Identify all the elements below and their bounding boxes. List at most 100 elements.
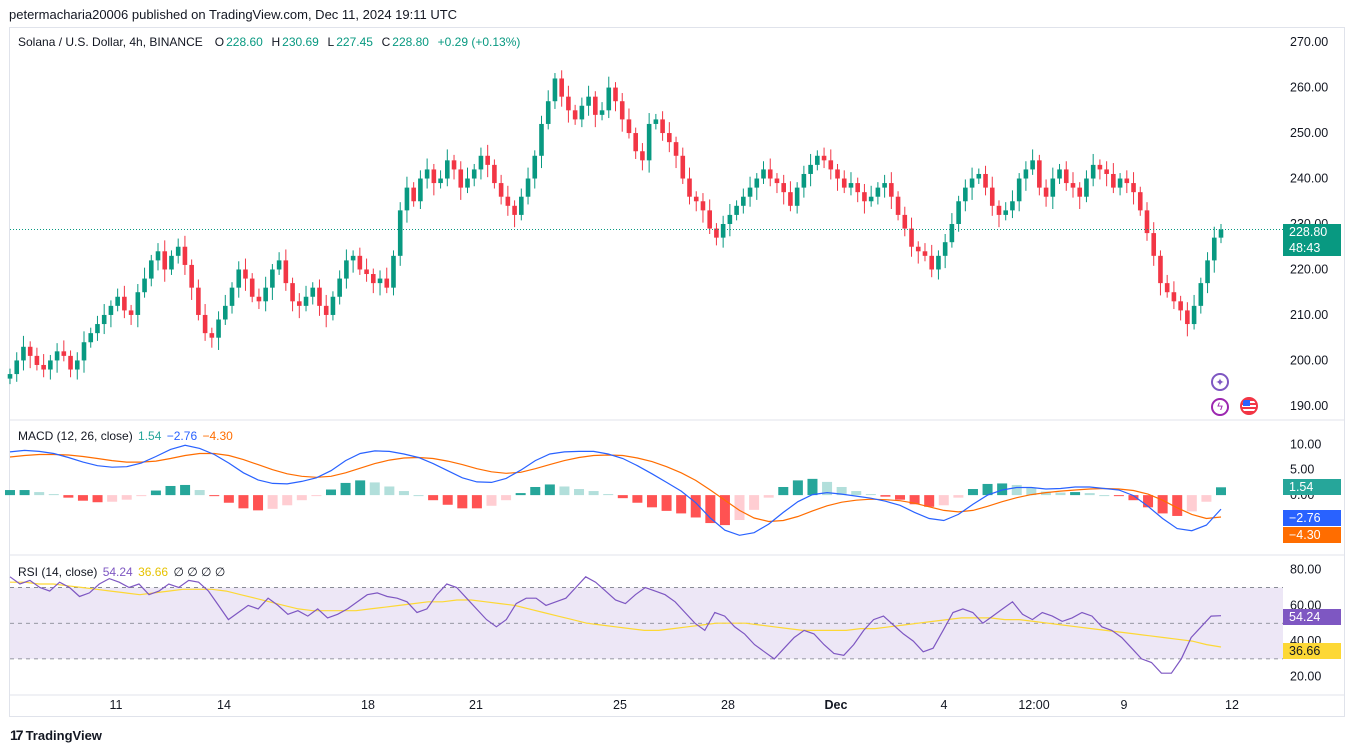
rsi-band <box>10 587 1283 659</box>
candle-body <box>1037 160 1042 188</box>
compass-icon[interactable]: ✦ <box>1211 373 1229 391</box>
candle-body <box>61 351 67 356</box>
candle-body <box>337 278 342 297</box>
candle-body <box>700 201 706 211</box>
candle-body <box>209 333 215 338</box>
time-axis-tick: 14 <box>217 698 231 712</box>
candle-body <box>290 283 295 302</box>
candle-body <box>256 296 262 302</box>
candle-body <box>1178 301 1183 311</box>
us-flag-icon[interactable] <box>1240 397 1258 415</box>
macd-histogram-bar <box>603 494 614 496</box>
macd-histogram-bar <box>544 484 555 496</box>
macd-histogram-bar <box>1070 492 1081 496</box>
candle-body <box>761 169 766 179</box>
candle-body <box>1205 260 1210 284</box>
candle-body <box>310 287 316 297</box>
candle-body <box>95 324 100 334</box>
candle-body <box>391 255 396 288</box>
footer-logo[interactable]: 17 TradingView <box>10 727 102 743</box>
macd-histogram-bar <box>296 495 307 501</box>
candle-body <box>741 196 746 206</box>
macd-histogram-bar <box>398 491 409 496</box>
macd-histogram-bar <box>690 495 701 518</box>
symbol-title[interactable]: Solana / U.S. Dollar, 4h, BINANCE <box>18 35 203 49</box>
macd-histogram-bar <box>1128 495 1139 501</box>
candle-body <box>155 251 161 261</box>
candle-body <box>27 346 33 356</box>
candle-body <box>68 355 73 370</box>
candle-body <box>640 151 645 161</box>
macd-histogram-bar <box>1026 488 1037 496</box>
candle-body <box>539 123 544 156</box>
candle-body <box>478 155 484 170</box>
candle-body <box>619 101 625 120</box>
price-axis-tick: 210.00 <box>1290 308 1328 322</box>
candle-body <box>667 133 672 143</box>
last-price-value: 228.80 <box>1289 225 1328 239</box>
candle-body <box>34 355 40 365</box>
high-label: H <box>271 35 281 49</box>
macd-line-tag: −2.76 <box>1283 510 1341 526</box>
candle-body <box>586 96 591 106</box>
candle-body <box>660 119 665 134</box>
candle-body <box>956 201 961 224</box>
candle-body <box>868 196 874 202</box>
candle-body <box>949 224 955 243</box>
lightning-icon[interactable]: ϟ <box>1211 398 1229 416</box>
candle-body <box>1104 169 1109 174</box>
macd-histogram-bar <box>895 495 906 500</box>
macd-histogram-bar <box>384 486 395 496</box>
macd-histogram-bar <box>457 495 468 509</box>
time-axis-tick: Dec <box>825 698 848 712</box>
candle-body <box>579 105 585 120</box>
candle-body <box>216 319 221 338</box>
macd-histogram-bar <box>413 495 424 497</box>
candle-body <box>283 260 289 284</box>
candle-body <box>438 178 443 184</box>
candle-body <box>882 183 887 188</box>
candle-body <box>626 119 632 134</box>
macd-title[interactable]: MACD (12, 26, close) <box>18 429 133 443</box>
candle-body <box>835 169 840 179</box>
candle-body <box>41 364 46 370</box>
candle-body <box>875 187 881 197</box>
candle-body <box>1117 178 1123 188</box>
candle-body <box>1003 210 1009 215</box>
rsi-axis-tick: 60.00 <box>1290 598 1321 612</box>
rsi-title[interactable]: RSI (14, close) <box>18 565 98 579</box>
candle-body <box>646 123 652 161</box>
price-axis-tick: 190.00 <box>1290 399 1328 413</box>
candle-body <box>606 87 612 111</box>
candle-body <box>1164 283 1170 293</box>
macd-histogram-bar <box>515 493 526 496</box>
candle-body <box>128 310 134 315</box>
macd-histogram-bar <box>588 491 599 496</box>
candle-body <box>505 196 511 206</box>
candle-body <box>532 155 538 179</box>
publisher-line: petermacharia20006 published on TradingV… <box>9 7 458 22</box>
macd-histogram-bar <box>1113 495 1124 497</box>
rsi-ma-tag: 36.66 <box>1283 643 1341 659</box>
candle-body <box>384 278 390 288</box>
candle-body <box>169 255 174 270</box>
macd-histogram-bar <box>617 495 628 499</box>
candle-body <box>175 246 181 256</box>
candle-body <box>1010 201 1015 211</box>
low-label: L <box>327 35 335 49</box>
candle-body <box>1191 305 1197 325</box>
macd-histogram-bar <box>997 483 1008 496</box>
candle-body <box>727 214 733 224</box>
macd-histogram-bar <box>223 495 234 503</box>
candle-body <box>1151 233 1157 256</box>
candle-body <box>767 169 773 179</box>
macd-histogram-bar <box>48 494 59 496</box>
candle-body <box>781 183 786 193</box>
macd-histogram-bar <box>150 490 161 496</box>
open-value: 228.60 <box>226 35 263 49</box>
rsi-line <box>9 576 1222 674</box>
candle-body <box>364 269 369 275</box>
candle-body <box>270 269 275 288</box>
candle-body <box>1063 169 1069 184</box>
